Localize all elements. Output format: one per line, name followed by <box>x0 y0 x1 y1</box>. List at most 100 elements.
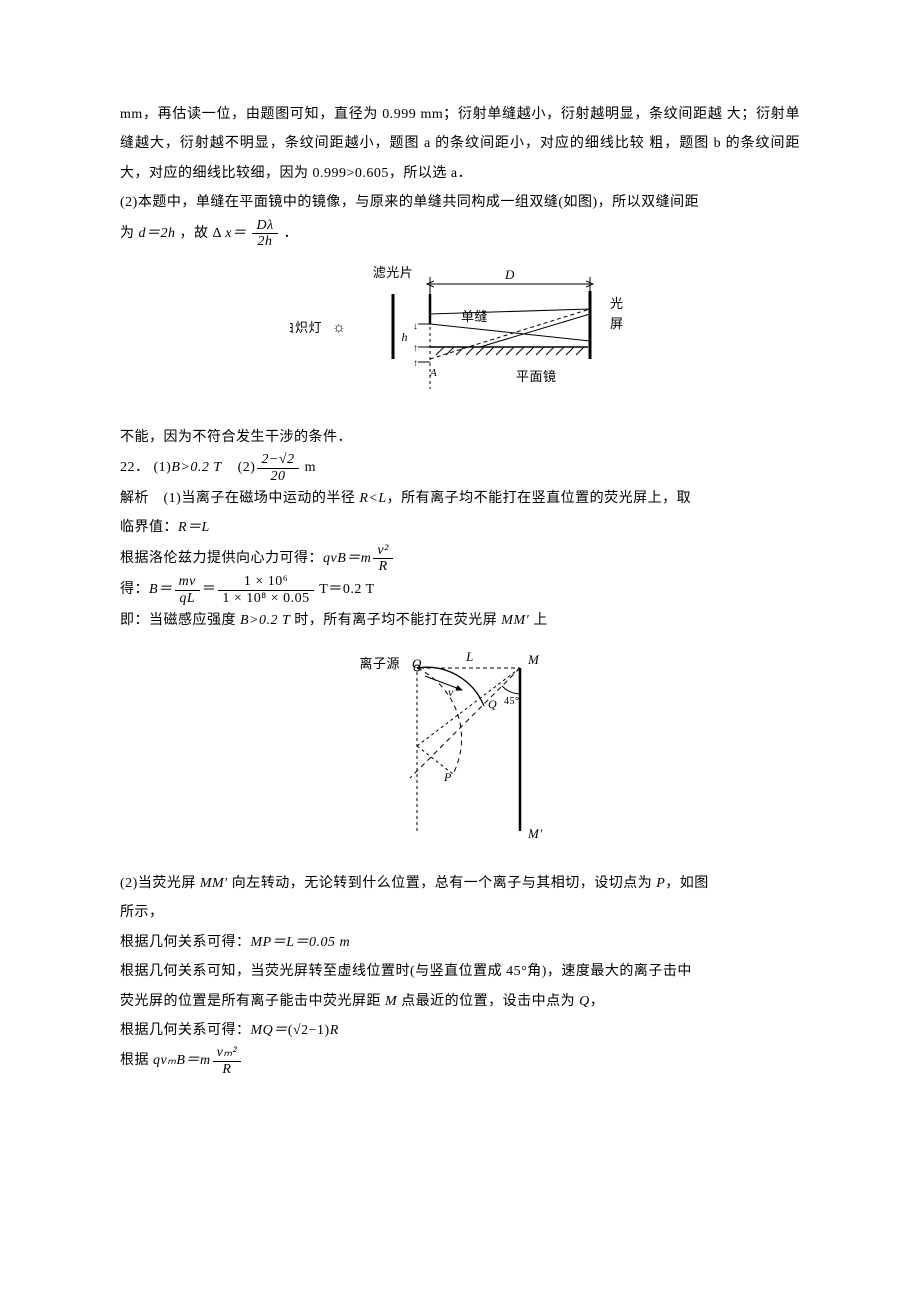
q22-a2-frac: 2−√2 20 <box>257 452 298 484</box>
q22-label: 22． <box>120 460 150 475</box>
p6a: 根据几何关系可知，当荧光屏转至虚线位置时(与竖直位置成 45°角)，速度最大的离… <box>120 964 692 979</box>
p8-frac: vₘ² R <box>213 1045 242 1077</box>
q22-a2-num: 2−√2 <box>257 452 298 467</box>
svg-text:↓: ↓ <box>413 321 419 332</box>
para-mq: 根据几何关系可得：MQ＝(√2−1)R <box>120 1016 800 1045</box>
figure-ion-trajectory: 离子源 O L M M′ Q P v 45° <box>120 646 800 857</box>
para-mp: 根据几何关系可得：MP＝L＝0.05 m <box>120 928 800 957</box>
fig2-label-o: O <box>412 656 422 671</box>
fig2-arc-large <box>417 668 462 774</box>
getb-frac1-num: mv <box>175 574 200 589</box>
lorentz-den: R <box>373 558 392 574</box>
lorentz-pre: 根据洛伦兹力提供向心力可得： <box>120 551 323 566</box>
fig1-sun-icon: ☼ <box>332 320 346 336</box>
getb-frac1-den: qL <box>175 590 200 606</box>
p6b2: 点最近的位置，设击中点为 <box>397 994 579 1009</box>
solution-line-1: 解析 (1)当离子在磁场中运动的半径 R<L，所有离子均不能打在竖直位置的荧光屏… <box>120 484 800 543</box>
p8-num: vₘ² <box>213 1045 242 1060</box>
p6b: 荧光屏的位置是所有离子能击中荧光屏距 <box>120 994 385 1009</box>
para-no-interference: 不能，因为不符合发生干涉的条件． <box>120 423 800 452</box>
getb-frac2-den: 1 × 10⁸ × 0.05 <box>218 590 313 606</box>
pb-post2: 上 <box>529 613 548 628</box>
fig2-rotated-screen <box>410 668 520 778</box>
p8-pre: 根据 <box>120 1053 153 1068</box>
sol-l1-post: ，所有离子均不能打在竖直位置的荧光屏上，取 <box>387 491 692 506</box>
para-45deg: 根据几何关系可知，当荧光屏转至虚线位置时(与竖直位置成 45°角)，速度最大的离… <box>120 957 800 1016</box>
fig2-label-m2: M′ <box>527 826 543 841</box>
fig1-dimension-d-label: D <box>504 267 515 282</box>
getb-frac2: 1 × 10⁶ 1 × 10⁸ × 0.05 <box>218 574 313 606</box>
pb-post: 时，所有离子均不能打在荧光屏 <box>290 613 501 628</box>
p4a: (2)当荧光屏 <box>120 876 200 891</box>
fig1-label-lamp: 白炽灯 <box>290 320 322 335</box>
p6b3: ， <box>590 994 605 1009</box>
getb-frac1: mv qL <box>175 574 200 606</box>
pb-eq: B>0.2 T <box>240 613 290 628</box>
getb-lhs: B＝ <box>149 583 173 598</box>
fig2-v-arrow <box>425 676 462 690</box>
lorentz-line: 根据洛伦兹力提供向心力可得：qvB＝m v² R <box>120 543 800 575</box>
sol-l1-pre: 解析 (1)当离子在磁场中运动的半径 <box>120 491 359 506</box>
q22-a1-eq: B>0.2 T <box>171 460 221 475</box>
fig2-angle-arc <box>502 686 520 694</box>
getb-eq: ＝ <box>202 583 217 598</box>
para2-line-a: (2)本题中，单缝在平面镜中的镜像，与原来的单缝共同构成一组双缝(如图)，所以双… <box>120 195 699 210</box>
para2-post: ． <box>284 226 299 241</box>
p4b: 所示， <box>120 905 164 920</box>
pb-mm: MM′ <box>501 613 529 628</box>
para2-mid: ，故 Δ <box>180 226 222 241</box>
para-qvmb: 根据 qvₘB＝m vₘ² R <box>120 1045 800 1077</box>
fig1-label-screen1: 光 <box>610 296 624 311</box>
getb-frac2-num: 1 × 10⁶ <box>218 574 313 589</box>
sol-l1-eq: R<L <box>359 491 386 506</box>
fig1-label-mirror: 平面镜 <box>516 369 557 384</box>
sol-l2-pre: 临界值： <box>120 520 178 535</box>
fig1-label-a: A <box>429 367 437 379</box>
q22-a2-den: 20 <box>257 468 298 484</box>
p6b-m: M <box>385 994 397 1009</box>
fig1-ray-1 <box>430 309 590 314</box>
p4a3: ，如图 <box>665 876 709 891</box>
p7-r: R <box>330 1023 339 1038</box>
eq-deltax-frac: Dλ 2h <box>252 218 277 250</box>
fig1-label-h: h <box>402 330 409 344</box>
p7-pre: 根据几何关系可得： <box>120 1023 251 1038</box>
fig1-mirror-hatching <box>436 347 584 355</box>
lorentz-num: v² <box>373 543 392 558</box>
pb-line: 即：当磁感应强度 B>0.2 T 时，所有离子均不能打在荧光屏 MM′ 上 <box>120 606 800 635</box>
p4a-mm: MM′ <box>200 876 228 891</box>
eq-deltax-lhs: x＝ <box>225 226 246 241</box>
p8-den: R <box>213 1061 242 1077</box>
lorentz-frac: v² R <box>373 543 392 575</box>
fig1-label-screen2: 屏 <box>610 316 624 331</box>
fig2-label-45: 45° <box>504 696 520 707</box>
sol-l2-eq: R＝L <box>178 520 210 535</box>
fig2-label-source: 离子源 <box>359 656 400 671</box>
p4a2: 向左转动，无论转到什么位置，总有一个离子与其相切，设切点为 <box>228 876 657 891</box>
p6b-q: Q <box>579 994 590 1009</box>
eq-deltax-num: Dλ <box>252 218 277 233</box>
p4a-p: P <box>656 876 665 891</box>
lorentz-lhs: qvB＝m <box>323 551 371 566</box>
p7-paren: (√2−1) <box>288 1023 330 1038</box>
figure-mirror-setup: 滤光片 白炽灯 ☼ 单缝 平面镜 光 屏 D <box>120 259 800 410</box>
eq-deltax-den: 2h <box>252 233 277 249</box>
getb-unit: T＝0.2 T <box>316 583 375 598</box>
fig2-label-q: Q <box>488 697 497 711</box>
getb-line: 得：B＝ mv qL ＝ 1 × 10⁶ 1 × 10⁸ × 0.05 T＝0.… <box>120 574 800 606</box>
fig1-label-slit: 单缝 <box>461 309 488 324</box>
para1-line1: mm，再估读一位，由题图可知，直径为 0.999 mm；衍射单缝越小，衍射越明显… <box>120 107 723 122</box>
p7-lhs: MQ＝ <box>251 1023 288 1038</box>
svg-text:↑: ↑ <box>413 343 419 354</box>
pb-pre: 即：当磁感应强度 <box>120 613 240 628</box>
fig2-label-m: M <box>527 652 540 667</box>
explanation-paragraph-1: mm，再估读一位，由题图可知，直径为 0.999 mm；衍射单缝越小，衍射越明显… <box>120 100 800 188</box>
fig1-ray-reflected <box>480 314 590 347</box>
q22-a2-unit: m <box>301 460 316 475</box>
svg-text:↑: ↑ <box>413 358 419 369</box>
para-rotate: (2)当荧光屏 MM′ 向左转动，无论转到什么位置，总有一个离子与其相切，设切点… <box>120 869 800 928</box>
p8-lhs: qvₘB＝m <box>153 1053 211 1068</box>
eq-d-2h: d＝2h <box>139 226 176 241</box>
para2-pre: 为 <box>120 226 139 241</box>
q22-a1-pre: (1) <box>154 460 172 475</box>
